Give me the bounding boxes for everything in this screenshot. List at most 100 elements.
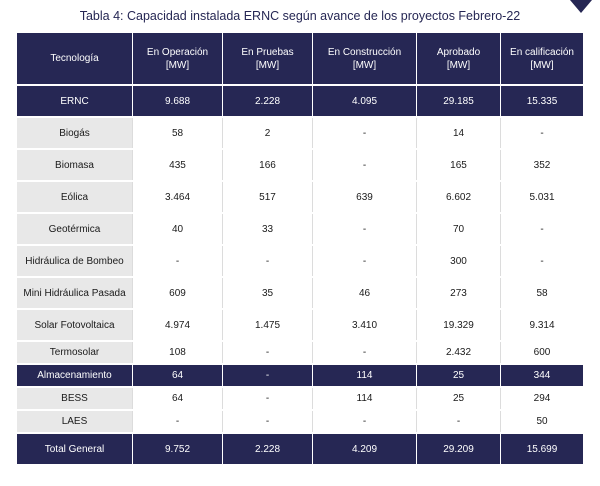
cell-value: - [223,365,313,386]
cell-value: - [313,246,417,276]
cell-value: - [501,214,583,244]
table-title: Tabla 4: Capacidad instalada ERNC según … [79,9,521,23]
cell-value: 4.974 [133,310,223,340]
row-label: Solar Fotovoltaica [17,310,133,340]
cell-value: 3.464 [133,182,223,212]
table-row: Termosolar 108- -2.432 600 [17,342,583,363]
cell-value: 2.432 [417,342,501,363]
row-label: Geotérmica [17,214,133,244]
cell-value: 108 [133,342,223,363]
cell-value: 40 [133,214,223,244]
table-row: Biomasa 435 166-165 352 [17,150,583,180]
row-label: BESS [17,388,133,409]
cell-value: 64 [133,388,223,409]
header-row: Tecnología En Operación [MW] En Pruebas [M… [17,33,583,84]
cell-value: 25 [417,388,501,409]
cell-value: 46 [313,278,417,308]
cell-value: - [501,118,583,148]
cell-value: 4.095 [313,86,417,116]
cell-value: 9.314 [501,310,583,340]
cell-value: 14 [417,118,501,148]
cell-value: - [313,118,417,148]
table-row: Solar Fotovoltaica 4.974 1.475 3.410 19.329 9… [17,310,583,340]
cell-value: - [417,411,501,432]
cell-value: - [133,246,223,276]
column-header: En Pruebas [MW] [223,33,313,84]
cell-value: 19.329 [417,310,501,340]
row-label: Hidráulica de Bombeo [17,246,133,276]
row-label: Termosolar [17,342,133,363]
cell-value: 25 [417,365,501,386]
cell-value: 2.228 [223,86,313,116]
column-header: En calificación [MW] [501,33,583,84]
cell-value: 70 [417,214,501,244]
cell-value: 352 [501,150,583,180]
cell-value: 294 [501,388,583,409]
capacity-table: Tecnología En Operación [MW] En Pruebas [M… [17,31,583,466]
row-label: Almacenamiento [17,365,133,386]
column-header: Aprobado [MW] [417,33,501,84]
cell-value: 5.031 [501,182,583,212]
cell-value: 114 [313,388,417,409]
cell-value: 6.602 [417,182,501,212]
cell-value: - [223,246,313,276]
cell-value: 29.209 [417,434,501,464]
row-label: ERNC [17,86,133,116]
cell-value: - [223,411,313,432]
column-header: En Operación [MW] [133,33,223,84]
table-row: Hidráulica de Bombeo - - -300- [17,246,583,276]
cell-value: 15.335 [501,86,583,116]
cell-value: 4.209 [313,434,417,464]
table-row: Eólica 3.464 517 639 6.602 5.031 [17,182,583,212]
cell-value: 58 [133,118,223,148]
cell-value: 2.228 [223,434,313,464]
row-label: Biogás [17,118,133,148]
cell-value: - [133,411,223,432]
cell-value: 166 [223,150,313,180]
table-row: Mini Hidráulica Pasada 609 35 46 273 58 [17,278,583,308]
table-row: BESS 64-114 25 294 [17,388,583,409]
cell-value: 35 [223,278,313,308]
column-header: Tecnología [17,33,133,84]
row-label: Biomasa [17,150,133,180]
cell-value: 3.410 [313,310,417,340]
table-row: Biogás 58 2-14- [17,118,583,148]
cell-value: 50 [501,411,583,432]
cell-value: - [313,342,417,363]
cell-value: 33 [223,214,313,244]
cell-value: 1.475 [223,310,313,340]
column-header: En Construcción [MW] [313,33,417,84]
row-label: Mini Hidráulica Pasada [17,278,133,308]
cell-value: 9.688 [133,86,223,116]
cell-value: 64 [133,365,223,386]
cell-value: 2 [223,118,313,148]
cell-value: 300 [417,246,501,276]
table-row: ERNC 9.688 2.228 4.095 29.185 15.335 [17,86,583,116]
row-label: Total General [17,434,133,464]
cell-value: 15.699 [501,434,583,464]
cell-value: - [313,411,417,432]
cell-value: 639 [313,182,417,212]
cell-value: 435 [133,150,223,180]
cell-value: - [313,214,417,244]
table-row: Total General 9.752 2.228 4.209 29.209 15.699 [17,434,583,464]
cell-value: 114 [313,365,417,386]
row-label: LAES [17,411,133,432]
cell-value: 517 [223,182,313,212]
table-row: Almacenamiento 64-114 25 344 [17,365,583,386]
cell-value: - [223,342,313,363]
cell-value: 9.752 [133,434,223,464]
table-row: Geotérmica 40 33-70- [17,214,583,244]
table-row: LAES - - - -50 [17,411,583,432]
cell-value: 58 [501,278,583,308]
cell-value: 165 [417,150,501,180]
cell-value: 344 [501,365,583,386]
cell-value: 273 [417,278,501,308]
cell-value: - [501,246,583,276]
cell-value: 600 [501,342,583,363]
cell-value: 609 [133,278,223,308]
row-label: Eólica [17,182,133,212]
triangle-marker-icon [570,0,592,13]
cell-value: - [313,150,417,180]
cell-value: - [223,388,313,409]
